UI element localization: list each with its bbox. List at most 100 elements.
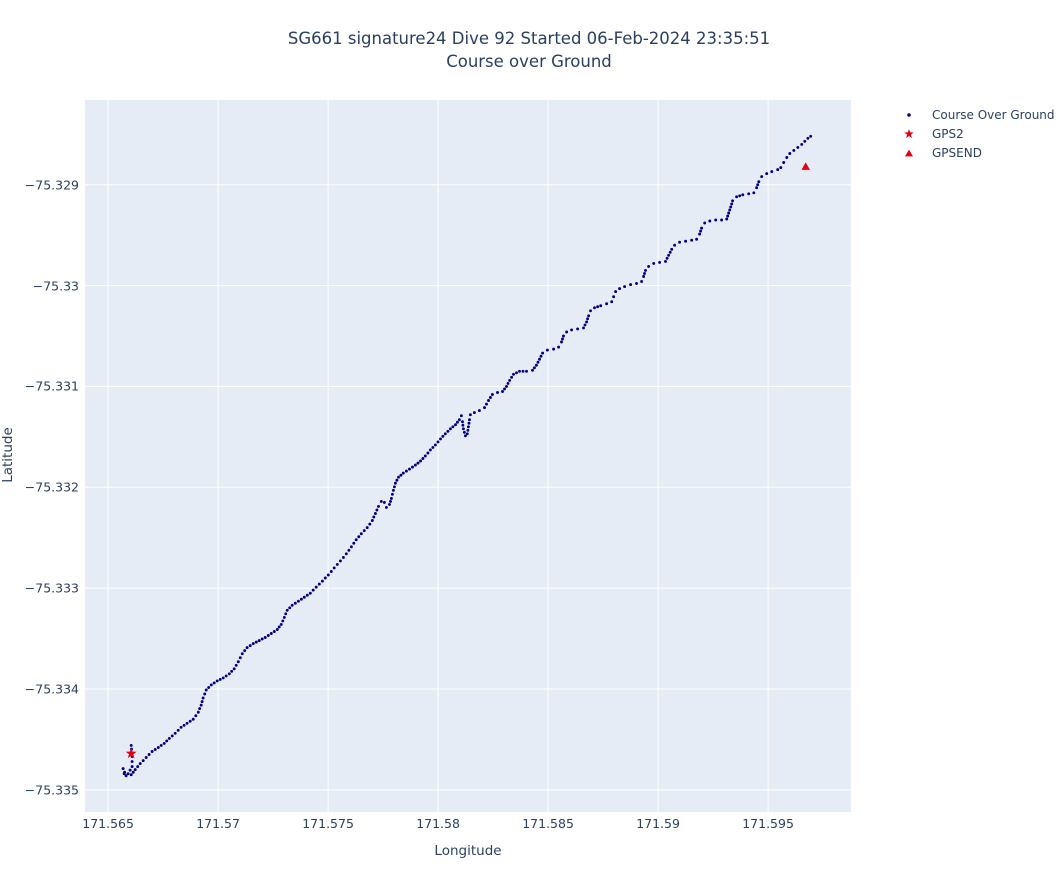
track-dot <box>173 731 177 735</box>
track-dot <box>423 454 427 458</box>
track-dot <box>534 363 538 367</box>
track-dot <box>525 369 528 373</box>
track-dot <box>735 195 739 199</box>
track-dot <box>503 387 506 391</box>
track-dot <box>130 760 134 764</box>
track-dot <box>809 134 813 138</box>
track-dot <box>557 345 561 349</box>
track-dot <box>436 440 440 444</box>
track-dot <box>141 759 145 763</box>
track-dot <box>501 390 504 393</box>
track-dot <box>561 337 564 341</box>
track-dot <box>397 475 400 479</box>
track-dot <box>585 320 589 324</box>
legend-item-gps2[interactable]: GPS2 <box>896 124 1055 143</box>
track-dot <box>347 548 351 552</box>
track-dot <box>395 478 399 482</box>
track-dot <box>670 247 674 251</box>
track-dot <box>323 576 327 580</box>
track-dot <box>185 721 189 725</box>
track-dot <box>277 625 281 629</box>
track-dot <box>401 471 405 475</box>
track-dot <box>372 515 376 519</box>
track-dot <box>725 217 729 221</box>
track-dot <box>349 545 353 549</box>
track-dot <box>179 725 183 729</box>
track-dot <box>182 723 186 727</box>
legend: Course Over Ground GPS2 GPSEND <box>896 105 1055 162</box>
track-dot <box>756 183 760 187</box>
plot-area[interactable] <box>85 100 851 812</box>
chart-title-block: SG661 signature24 Dive 92 Started 06-Feb… <box>0 27 1058 73</box>
track-dot <box>138 762 142 766</box>
track-dot <box>463 434 467 438</box>
legend-item-course-over-ground[interactable]: Course Over Ground <box>896 105 1055 124</box>
track-dot <box>448 427 452 431</box>
track-dot <box>147 753 151 756</box>
track-dot <box>188 719 192 723</box>
track-dot <box>245 646 249 650</box>
y-tick-label: −75.33 <box>32 278 79 294</box>
gpsend-triangle-marker <box>801 162 810 170</box>
track-dot <box>593 306 596 310</box>
track-dot <box>230 669 234 673</box>
y-tick-label: −75.334 <box>24 681 79 697</box>
track-dot <box>281 619 285 623</box>
track-dot <box>684 239 688 243</box>
track-dot <box>130 765 134 769</box>
track-dot <box>302 595 306 599</box>
track-dot <box>635 282 638 285</box>
star-icon <box>904 128 914 138</box>
track-dot <box>757 180 761 184</box>
x-tick-label: 171.585 <box>522 816 574 831</box>
track-dot <box>408 467 411 471</box>
x-tick-label: 171.595 <box>742 816 794 831</box>
track-dot <box>212 681 216 685</box>
track-dot <box>275 628 279 631</box>
track-dot <box>792 148 796 152</box>
track-dot <box>373 512 377 515</box>
track-dot <box>279 622 283 626</box>
track-dot <box>272 630 276 633</box>
track-dot <box>317 582 321 586</box>
track-dot <box>468 418 471 422</box>
track-dot <box>370 519 374 522</box>
track-dot <box>260 637 264 641</box>
track-dot <box>446 429 450 433</box>
dot-icon <box>907 112 911 117</box>
track-dot <box>240 652 244 656</box>
track-dot <box>461 420 464 424</box>
track-dot <box>518 369 521 373</box>
gps2-star-marker <box>125 747 137 759</box>
track-dot <box>359 532 363 536</box>
track-dot <box>741 193 745 197</box>
track-dot <box>389 496 393 500</box>
legend-item-gpsend[interactable]: GPSEND <box>896 143 1055 162</box>
track-dot <box>576 327 580 331</box>
track-dot <box>515 371 518 375</box>
track-dot <box>285 608 289 612</box>
track-dot <box>236 660 240 664</box>
track-dot <box>251 642 255 646</box>
track-dot <box>421 457 425 460</box>
y-axis-title: Latitude <box>0 427 16 483</box>
track-dot <box>167 736 171 740</box>
track-dot <box>647 264 651 268</box>
track-dot <box>201 696 205 700</box>
track-dot <box>755 186 759 190</box>
track-dot <box>536 360 540 364</box>
track-dot <box>727 211 731 215</box>
track-dot <box>133 768 137 772</box>
track-dot <box>785 156 789 159</box>
track-dot <box>377 504 380 508</box>
track-dot <box>254 640 258 644</box>
y-tick-label: −75.335 <box>24 782 79 798</box>
track-dot <box>269 632 273 635</box>
track-dot <box>451 425 455 429</box>
track-dot <box>282 615 286 619</box>
track-dot <box>700 226 704 230</box>
track-dot <box>150 750 154 753</box>
track-dot <box>200 700 204 704</box>
track-dot <box>419 459 422 463</box>
track-dot <box>770 170 774 174</box>
